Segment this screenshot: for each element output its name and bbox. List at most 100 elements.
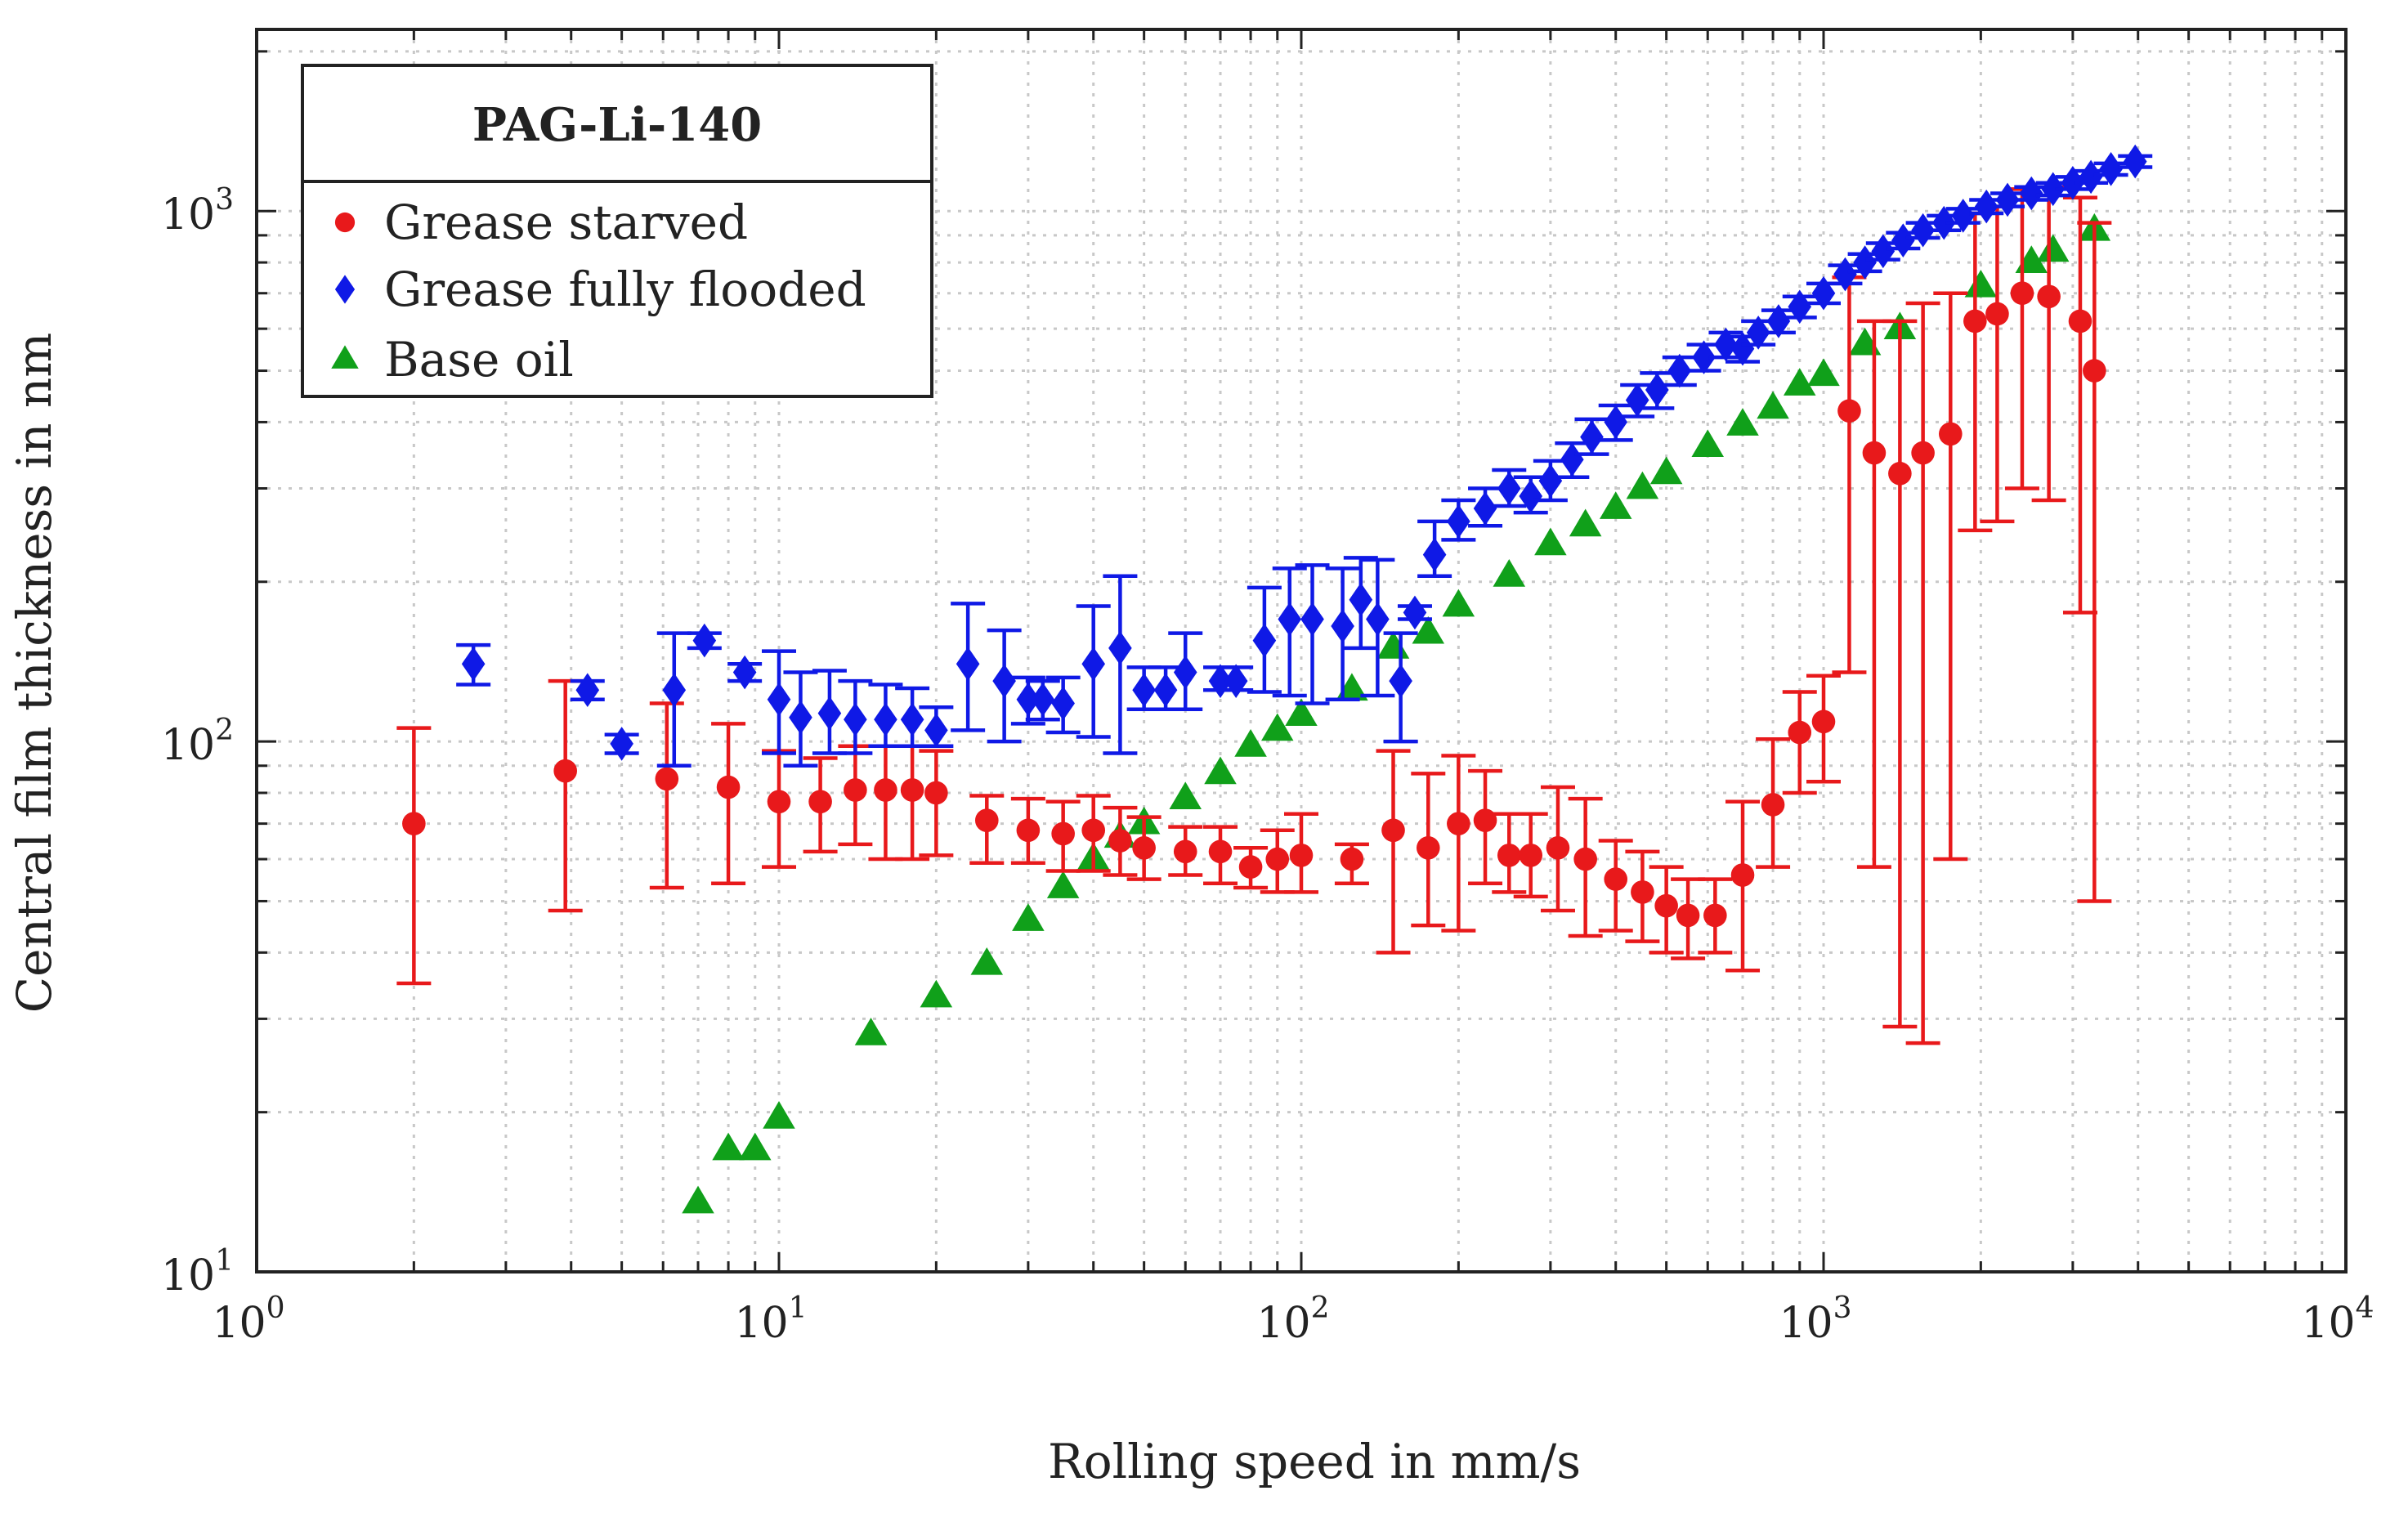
legend-label: Grease fully flooded: [384, 262, 866, 317]
data-point: [1081, 818, 1106, 843]
legend-marker: [334, 275, 356, 304]
data-point: [1703, 903, 1727, 928]
data-point: [1788, 720, 1812, 745]
data-point: [1691, 429, 1724, 458]
data-point: [1285, 698, 1318, 727]
data-point: [1204, 756, 1237, 785]
data-point: [1289, 844, 1314, 867]
data-point: [553, 759, 577, 783]
data-point: [610, 727, 633, 761]
legend-entries: Grease starved Grease fully flooded Base o…: [331, 195, 866, 387]
data-point: [1108, 829, 1132, 853]
legend-box: [301, 64, 933, 398]
data-point: [1238, 855, 1263, 879]
data-point: [2099, 152, 2123, 186]
legend-title: PAG-Li-140: [472, 98, 762, 152]
data-point: [924, 781, 948, 805]
data-point: [1493, 559, 1526, 587]
series-grease-starved: [396, 185, 2112, 1045]
data-point: [1569, 508, 1602, 537]
data-point: [1625, 383, 1649, 418]
data-point: [2041, 172, 2066, 207]
data-point: [1417, 836, 1440, 860]
series-grease-fully-flooded: [456, 144, 2153, 768]
data-point: [1016, 818, 1041, 843]
x-axis-label: Rolling speed in mm/s: [1048, 1434, 1581, 1489]
data-point: [1173, 655, 1197, 690]
data-point: [2068, 309, 2092, 333]
data-point: [1667, 353, 1692, 388]
y-tick-label: 103: [161, 183, 234, 239]
data-point: [716, 775, 741, 799]
data-point: [1234, 728, 1267, 757]
data-point: [1626, 471, 1659, 499]
data-point: [1051, 686, 1075, 721]
data-point: [854, 1018, 888, 1045]
data-point: [763, 1100, 795, 1129]
data-point: [1599, 491, 1632, 519]
data-point: [1442, 589, 1475, 617]
series-base-oil: [682, 213, 2111, 1214]
data-point: [1412, 615, 1445, 644]
data-point: [1911, 441, 1935, 465]
data-point: [1676, 903, 1700, 928]
data-point: [874, 778, 897, 802]
x-tick-label: 102: [1256, 1291, 1329, 1348]
data-point: [2019, 176, 2043, 211]
data-point: [1931, 205, 1956, 240]
data-point: [461, 647, 486, 682]
data-point: [1153, 673, 1178, 708]
data-point: [1963, 309, 1987, 333]
x-tick-labels: 100 101 102 103 104: [212, 1291, 2374, 1348]
data-point: [1108, 631, 1132, 665]
data-point: [844, 778, 867, 802]
data-point: [732, 655, 757, 690]
data-point: [1132, 673, 1156, 708]
data-point: [1447, 504, 1470, 539]
axis-ticks: [255, 29, 2346, 1274]
legend: PAG-Li-140 Grease starved Grease fully fl…: [301, 64, 933, 398]
data-point: [767, 790, 791, 814]
data-point: [1730, 331, 1755, 366]
data-point: [767, 682, 791, 717]
data-point: [712, 1132, 745, 1161]
data-point: [1746, 316, 1770, 350]
legend-marker: [334, 212, 356, 233]
x-tick-label: 101: [734, 1291, 807, 1348]
data-point: [1381, 818, 1405, 843]
data-point: [1265, 847, 1290, 871]
data-point: [1757, 391, 1789, 419]
data-point: [1939, 422, 1963, 446]
data-point: [662, 673, 687, 708]
data-point: [1534, 527, 1567, 556]
data-point: [992, 664, 1016, 698]
data-point: [920, 979, 953, 1008]
data-point: [1560, 442, 1584, 477]
data-point: [1016, 682, 1041, 717]
data-point: [655, 767, 679, 791]
data-point: [1497, 844, 1521, 867]
y-tick-label: 102: [161, 714, 234, 770]
data-point: [1766, 304, 1791, 338]
data-point: [1340, 847, 1364, 871]
data-point: [1208, 839, 1233, 864]
data-point: [1580, 419, 1604, 454]
data-point: [739, 1132, 772, 1161]
data-point: [974, 808, 999, 832]
data-point: [808, 790, 832, 814]
data-point: [2061, 165, 2085, 200]
data-point: [1349, 582, 1373, 617]
data-point: [1031, 682, 1055, 717]
y-tick-labels: 101 102 103: [161, 183, 234, 1300]
data-point: [692, 623, 717, 658]
data-point: [1811, 709, 1836, 734]
data-point: [1974, 189, 1998, 224]
data-point: [924, 713, 948, 748]
x-tick-label: 104: [2301, 1291, 2374, 1348]
data-point: [1132, 836, 1156, 860]
data-point: [1891, 223, 1915, 258]
data-point: [1888, 462, 1912, 486]
data-point: [1497, 471, 1521, 506]
data-point: [2079, 159, 2103, 195]
